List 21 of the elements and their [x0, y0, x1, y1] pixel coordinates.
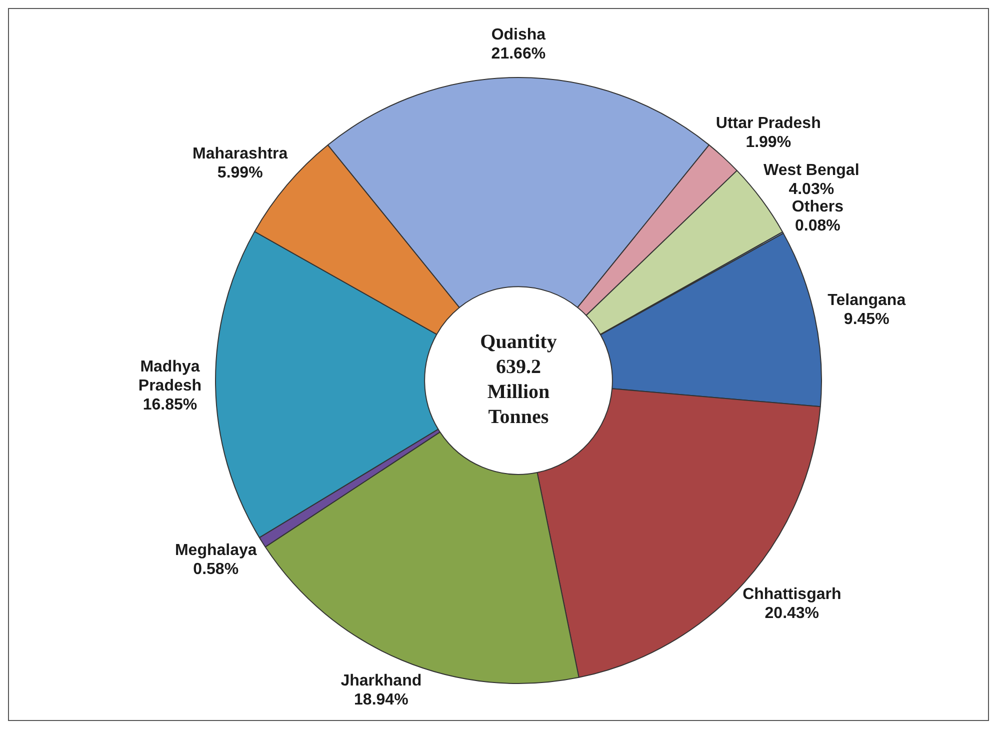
- data-label: 0.08%: [795, 217, 840, 234]
- data-label: 4.03%: [788, 181, 834, 198]
- slice-label: Chhattisgarh: [742, 586, 842, 604]
- slice-label: Jharkhand: [340, 672, 422, 690]
- data-label: 20.43%: [764, 605, 820, 622]
- slice-label: Madhya Pradesh: [138, 358, 202, 394]
- slice-label: Telangana: [828, 292, 906, 310]
- data-label: 0.58%: [193, 560, 239, 578]
- slice-label: Odisha: [491, 26, 546, 44]
- slice-label: Meghalaya: [174, 542, 257, 559]
- data-label: 9.45%: [844, 311, 890, 328]
- data-label: 16.85%: [142, 396, 198, 414]
- data-label: 21.66%: [491, 45, 546, 62]
- data-label: 5.99%: [217, 164, 263, 182]
- text: Quantity 639.2 Million Tonnes: [480, 331, 557, 428]
- slice-label: Maharashtra: [192, 145, 288, 162]
- slice-label: West Bengal: [764, 162, 860, 180]
- slice-label: Others: [792, 198, 844, 216]
- data-label: 18.94%: [354, 692, 408, 709]
- slice-label: Uttar Pradesh: [716, 114, 821, 132]
- data-label: 1.99%: [746, 134, 792, 151]
